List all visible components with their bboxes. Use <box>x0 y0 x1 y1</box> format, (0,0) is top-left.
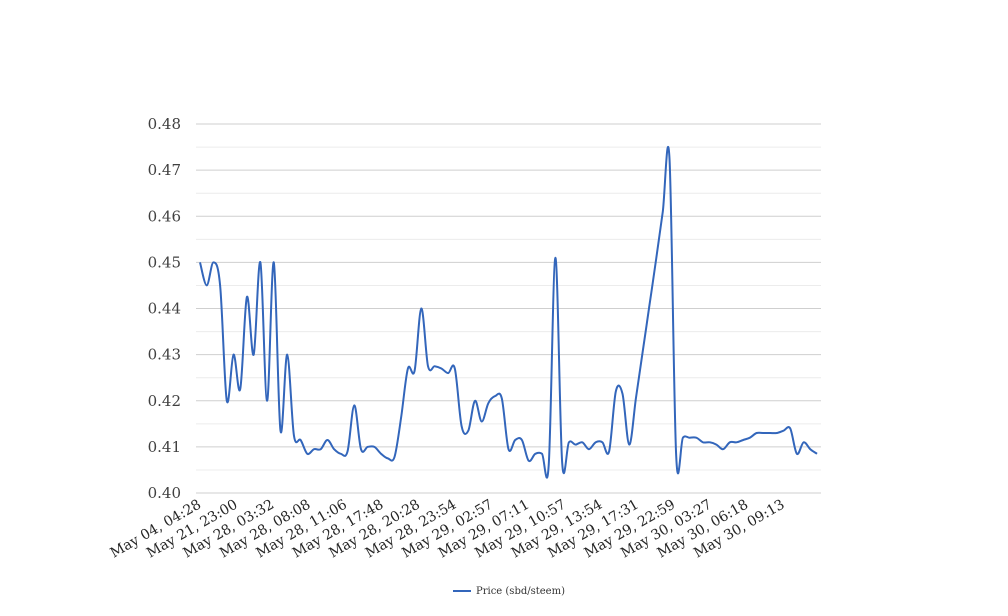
y-tick-label: 0.47 <box>148 161 181 179</box>
y-axis-ticks: 0.40 0.41 0.42 0.43 0.44 0.45 0.46 0.47 0.48 <box>148 115 181 502</box>
legend: Price (sbd/steem) <box>453 586 565 597</box>
y-tick-label: 0.46 <box>148 207 181 225</box>
y-tick-label: 0.48 <box>148 115 181 133</box>
y-tick-label: 0.44 <box>148 300 181 318</box>
y-tick-label: 0.42 <box>148 392 181 410</box>
series-group <box>199 146 818 479</box>
y-tick-label: 0.43 <box>148 346 181 364</box>
y-tick-label: 0.41 <box>148 438 181 456</box>
legend-label: Price (sbd/steem) <box>476 586 565 597</box>
series-line-price <box>199 146 818 479</box>
y-tick-label: 0.40 <box>148 484 181 502</box>
y-tick-label: 0.45 <box>148 253 181 271</box>
gridlines <box>196 123 821 494</box>
